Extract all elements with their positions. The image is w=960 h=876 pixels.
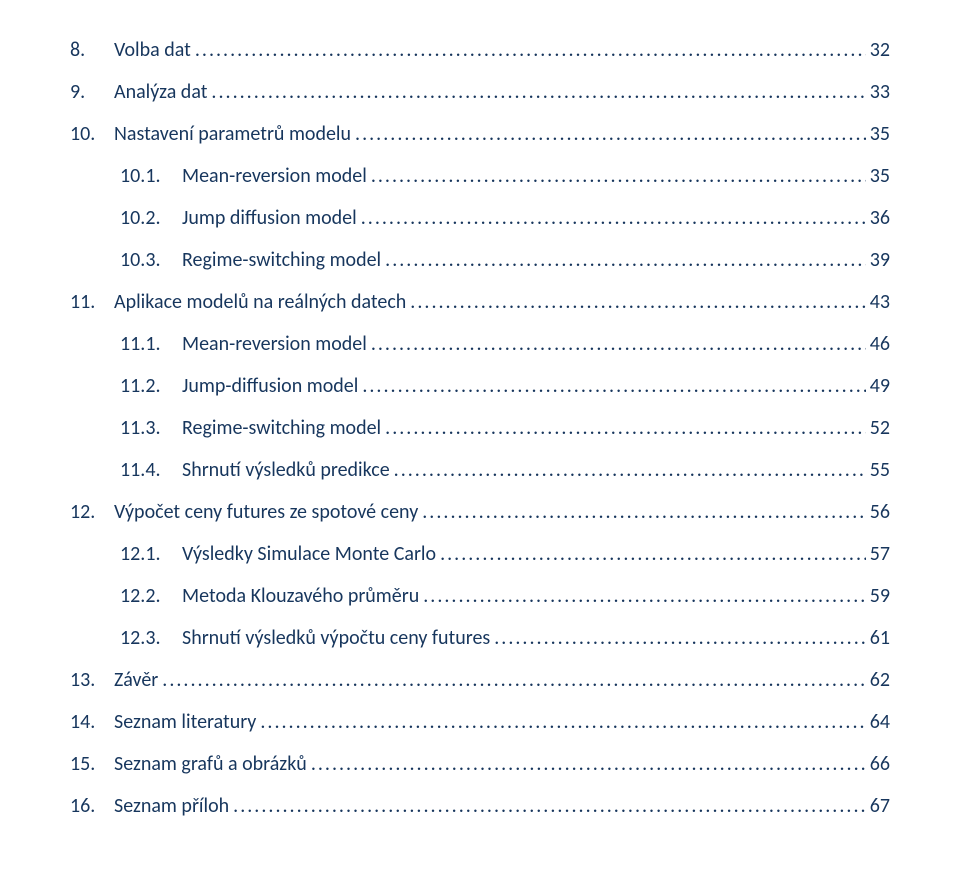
toc-entry-page: 35 bbox=[866, 122, 890, 146]
toc-leader-dots bbox=[229, 794, 866, 818]
toc-entry: 12.Výpočet ceny futures ze spotové ceny 5… bbox=[70, 500, 890, 524]
toc-entry-page: 43 bbox=[866, 290, 890, 314]
toc-entry-page: 55 bbox=[866, 458, 890, 482]
toc-entry-number: 10.1. bbox=[120, 164, 182, 188]
toc-entry: 11.1.Mean-reversion model 46 bbox=[70, 332, 890, 356]
toc-entry-page: 52 bbox=[866, 416, 890, 440]
toc-entry-label: Mean-reversion model bbox=[182, 164, 367, 188]
toc-entry: 9.Analýza dat 33 bbox=[70, 80, 890, 104]
toc-entry-label: Volba dat bbox=[114, 38, 191, 62]
toc-entry-page: 36 bbox=[866, 206, 890, 230]
toc-entry-number: 15. bbox=[70, 752, 114, 776]
toc-entry-page: 49 bbox=[866, 374, 890, 398]
toc-entry: 12.1.Výsledky Simulace Monte Carlo 57 bbox=[70, 542, 890, 566]
toc-entry-page: 59 bbox=[866, 584, 890, 608]
toc-entry-page: 61 bbox=[866, 626, 890, 650]
toc-entry-page: 46 bbox=[866, 332, 890, 356]
toc-entry: 10.Nastavení parametrů modelu 35 bbox=[70, 122, 890, 146]
toc-entry: 12.2.Metoda Klouzavého průměru 59 bbox=[70, 584, 890, 608]
toc-entry-label: Metoda Klouzavého průměru bbox=[182, 584, 419, 608]
toc-page: 8.Volba dat 32 9.Analýza dat 33 10.Nastavení… bbox=[0, 0, 960, 876]
toc-entry-label: Seznam literatury bbox=[114, 710, 256, 734]
toc-leader-dots bbox=[207, 80, 865, 104]
toc-entry-number: 11.3. bbox=[120, 416, 182, 440]
toc-entry-number: 16. bbox=[70, 794, 114, 818]
toc-entry-number: 12.3. bbox=[120, 626, 182, 650]
toc-entry-number: 14. bbox=[70, 710, 114, 734]
toc-entry-label: Regime-switching model bbox=[182, 416, 381, 440]
toc-entry-number: 9. bbox=[70, 80, 114, 104]
toc-entry: 10.2.Jump diffusion model 36 bbox=[70, 206, 890, 230]
toc-entry-label: Nastavení parametrů modelu bbox=[114, 122, 351, 146]
toc-entry-number: 11.4. bbox=[120, 458, 182, 482]
toc-entry-label: Shrnutí výsledků predikce bbox=[182, 458, 390, 482]
toc-entry-label: Seznam grafů a obrázků bbox=[114, 752, 307, 776]
toc-entry-page: 57 bbox=[866, 542, 890, 566]
toc-entry-number: 11.2. bbox=[120, 374, 182, 398]
toc-entry-label: Výsledky Simulace Monte Carlo bbox=[182, 542, 436, 566]
toc-entry: 11.4.Shrnutí výsledků predikce 55 bbox=[70, 458, 890, 482]
toc-leader-dots bbox=[256, 710, 865, 734]
toc-leader-dots bbox=[381, 416, 866, 440]
toc-entry: 12.3.Shrnutí výsledků výpočtu ceny futur… bbox=[70, 626, 890, 650]
toc-entry: 16.Seznam příloh 67 bbox=[70, 794, 890, 818]
toc-entry-number: 12.1. bbox=[120, 542, 182, 566]
toc-leader-dots bbox=[418, 500, 865, 524]
toc-entry-page: 39 bbox=[866, 248, 890, 272]
toc-leader-dots bbox=[357, 206, 866, 230]
toc-entry-number: 13. bbox=[70, 668, 114, 692]
toc-leader-dots bbox=[490, 626, 865, 650]
toc-entry-label: Aplikace modelů na reálných datech bbox=[114, 290, 406, 314]
toc-leader-dots bbox=[367, 332, 866, 356]
toc-entry-page: 33 bbox=[866, 80, 890, 104]
toc-entry-label: Jump diffusion model bbox=[182, 206, 357, 230]
toc-entry-label: Seznam příloh bbox=[114, 794, 229, 818]
toc-entry-page: 32 bbox=[866, 38, 890, 62]
toc-entry-label: Jump-diffusion model bbox=[182, 374, 358, 398]
toc-leader-dots bbox=[158, 668, 865, 692]
toc-entry: 8.Volba dat 32 bbox=[70, 38, 890, 62]
toc-entry-number: 10. bbox=[70, 122, 114, 146]
toc-leader-dots bbox=[436, 542, 866, 566]
toc-entry-label: Závěr bbox=[114, 668, 158, 692]
toc-entry-page: 62 bbox=[866, 668, 890, 692]
toc-leader-dots bbox=[381, 248, 866, 272]
toc-entry: 14.Seznam literatury 64 bbox=[70, 710, 890, 734]
toc-entry: 10.1.Mean-reversion model 35 bbox=[70, 164, 890, 188]
toc-entry: 13.Závěr 62 bbox=[70, 668, 890, 692]
toc-entry: 15.Seznam grafů a obrázků 66 bbox=[70, 752, 890, 776]
toc-entry-number: 10.2. bbox=[120, 206, 182, 230]
toc-entry-page: 64 bbox=[866, 710, 890, 734]
toc-entry-page: 56 bbox=[866, 500, 890, 524]
toc-entry-number: 11. bbox=[70, 290, 114, 314]
toc-leader-dots bbox=[367, 164, 866, 188]
table-of-contents: 8.Volba dat 32 9.Analýza dat 33 10.Nastavení… bbox=[70, 38, 890, 818]
toc-leader-dots bbox=[390, 458, 866, 482]
toc-entry-number: 8. bbox=[70, 38, 114, 62]
toc-entry-label: Regime-switching model bbox=[182, 248, 381, 272]
toc-leader-dots bbox=[191, 38, 866, 62]
toc-entry-number: 12. bbox=[70, 500, 114, 524]
toc-leader-dots bbox=[406, 290, 865, 314]
toc-entry-label: Výpočet ceny futures ze spotové ceny bbox=[114, 500, 418, 524]
toc-entry-label: Mean-reversion model bbox=[182, 332, 367, 356]
toc-entry-page: 35 bbox=[866, 164, 890, 188]
toc-entry-label: Analýza dat bbox=[114, 80, 207, 104]
toc-entry-number: 11.1. bbox=[120, 332, 182, 356]
toc-entry-number: 10.3. bbox=[120, 248, 182, 272]
toc-entry-number: 12.2. bbox=[120, 584, 182, 608]
toc-leader-dots bbox=[419, 584, 866, 608]
toc-entry-page: 67 bbox=[866, 794, 890, 818]
toc-entry-label: Shrnutí výsledků výpočtu ceny futures bbox=[182, 626, 490, 650]
toc-leader-dots bbox=[358, 374, 865, 398]
toc-entry: 10.3.Regime-switching model 39 bbox=[70, 248, 890, 272]
toc-entry: 11.2.Jump-diffusion model 49 bbox=[70, 374, 890, 398]
toc-leader-dots bbox=[351, 122, 866, 146]
toc-leader-dots bbox=[307, 752, 866, 776]
toc-entry-page: 66 bbox=[866, 752, 890, 776]
toc-entry: 11.3.Regime-switching model 52 bbox=[70, 416, 890, 440]
toc-entry: 11.Aplikace modelů na reálných datech 43 bbox=[70, 290, 890, 314]
